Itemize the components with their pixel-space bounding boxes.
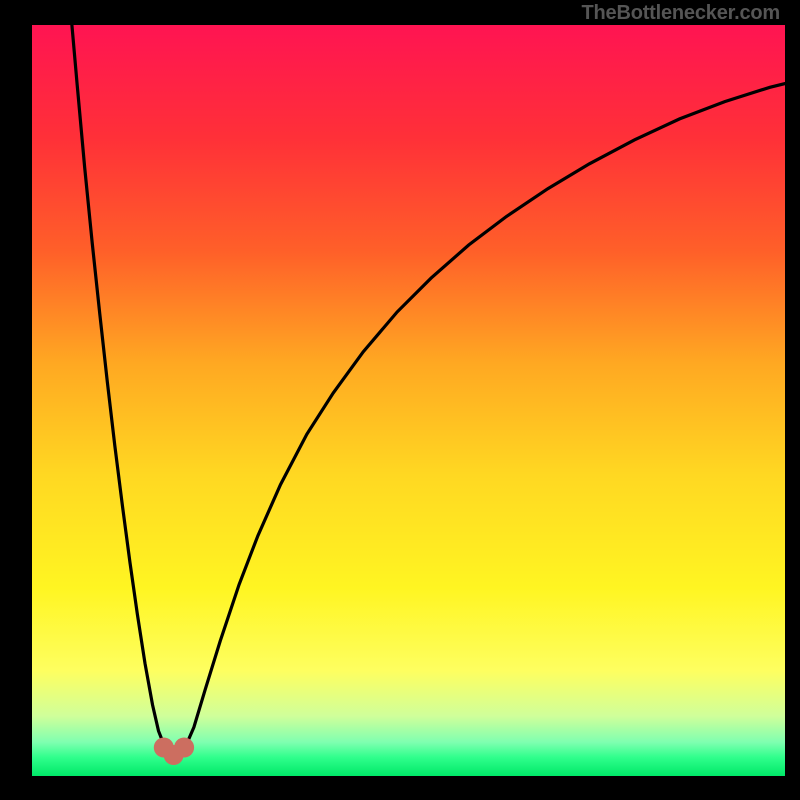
curve-left-branch — [72, 25, 164, 745]
plot-area — [32, 25, 785, 776]
watermark-text: TheBottlenecker.com — [582, 2, 781, 25]
min-marker-dot — [164, 745, 184, 765]
curve-right-branch — [186, 84, 785, 745]
min-markers — [154, 738, 194, 766]
chart-frame: TheBottlenecker.com — [0, 0, 800, 800]
curve-layer — [32, 25, 785, 776]
